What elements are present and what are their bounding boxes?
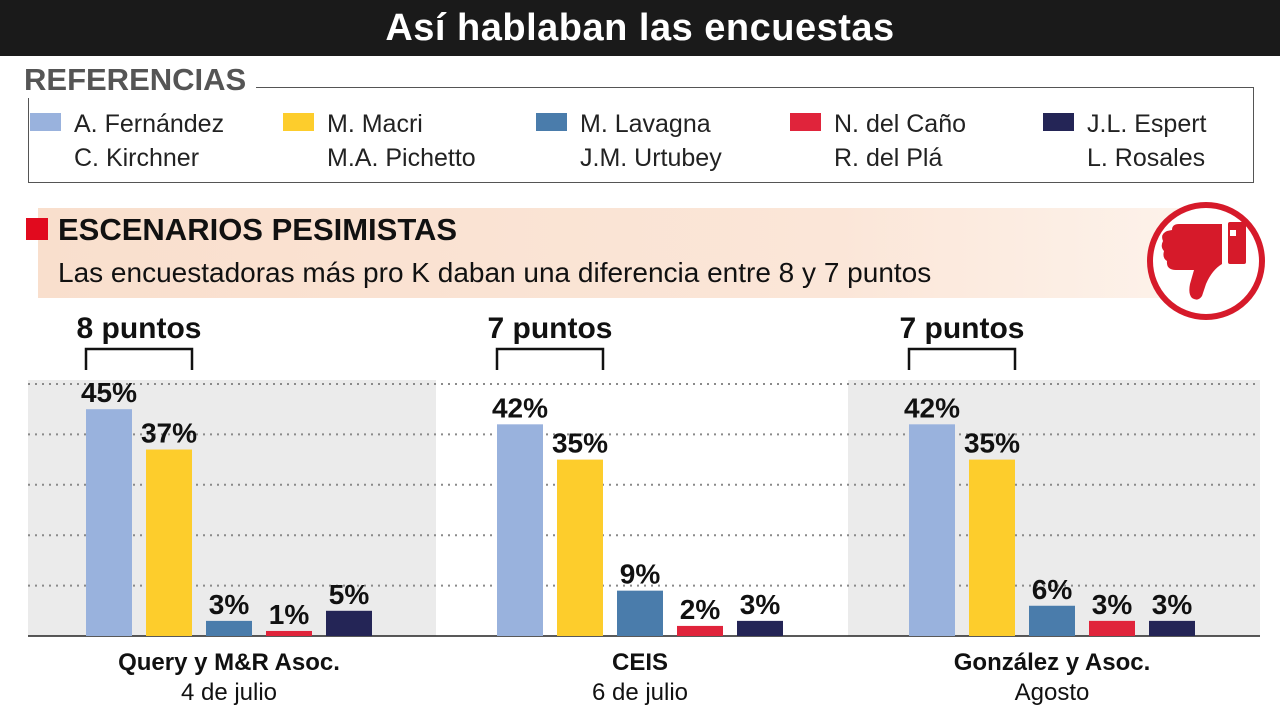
pollster-name: González y Asoc. [954,649,1151,676]
legend-swatch [1043,113,1074,131]
data-label: 1% [269,599,310,630]
page-title: Así hablaban las encuestas [385,6,895,49]
pollster-name: Query y M&R Asoc. [118,649,340,676]
data-label: 3% [209,589,250,620]
legend-name-secondary: L. Rosales [1087,144,1206,172]
poll-date: 4 de julio [181,679,277,706]
data-label: 45% [81,377,137,408]
bar [1029,605,1075,636]
data-label: 3% [1152,589,1193,620]
data-label: 42% [492,392,548,423]
bar [617,590,663,636]
bar [1089,620,1135,636]
legend-swatch [536,113,567,131]
difference-label: 8 puntos [77,312,202,345]
data-label: 42% [904,392,960,423]
section-banner [38,208,1178,298]
legend-name-secondary: J.M. Urtubey [580,144,722,172]
bar [969,459,1015,636]
difference-bracket [907,347,1017,370]
poll-date: 6 de julio [592,679,688,706]
legend-swatch [30,113,61,131]
data-label: 35% [964,428,1020,459]
legend-name-primary: M. Lavagna [580,110,711,138]
data-label: 35% [552,428,608,459]
bar [677,625,723,636]
bar [737,620,783,636]
legend-name-primary: M. Macri [327,110,423,138]
bar [557,459,603,636]
difference-label: 7 puntos [488,312,613,345]
bar [266,630,312,636]
legend-box-top-rule [240,87,1254,88]
legend-heading: REFERENCIAS [24,62,257,98]
bar [86,409,132,636]
section-title: ESCENARIOS PESIMISTAS [58,212,458,247]
thumbs-down-icon [1147,202,1265,320]
data-label: 3% [740,589,781,620]
difference-label: 7 puntos [900,312,1025,345]
data-label: 6% [1032,574,1073,605]
bar [206,620,252,636]
difference-bracket [495,347,605,370]
bar [326,610,372,636]
data-label: 5% [329,579,370,610]
data-label: 2% [680,594,721,625]
bar [497,424,543,636]
section-marker [26,218,48,240]
pollster-name: CEIS [612,649,668,676]
legend-name-secondary: R. del Plá [834,144,943,172]
legend-swatch [790,113,821,131]
legend-name-primary: J.L. Espert [1087,110,1207,138]
title-bar: Así hablaban las encuestas [0,0,1280,56]
difference-bracket [84,347,194,370]
legend-name-secondary: C. Kirchner [74,144,200,172]
section-subtitle: Las encuestadoras más pro K daban una di… [58,257,932,288]
data-label: 37% [141,418,197,449]
legend-name-secondary: M.A. Pichetto [327,144,476,172]
poll-date: Agosto [1015,679,1090,706]
legend-swatch [283,113,314,131]
legend-name-primary: N. del Caño [834,110,967,138]
data-label: 9% [620,559,661,590]
legend-name-primary: A. Fernández [74,110,225,138]
bar [909,424,955,636]
data-label: 3% [1092,589,1133,620]
bar [146,449,192,636]
legend-box [28,87,1254,183]
bar [1149,620,1195,636]
